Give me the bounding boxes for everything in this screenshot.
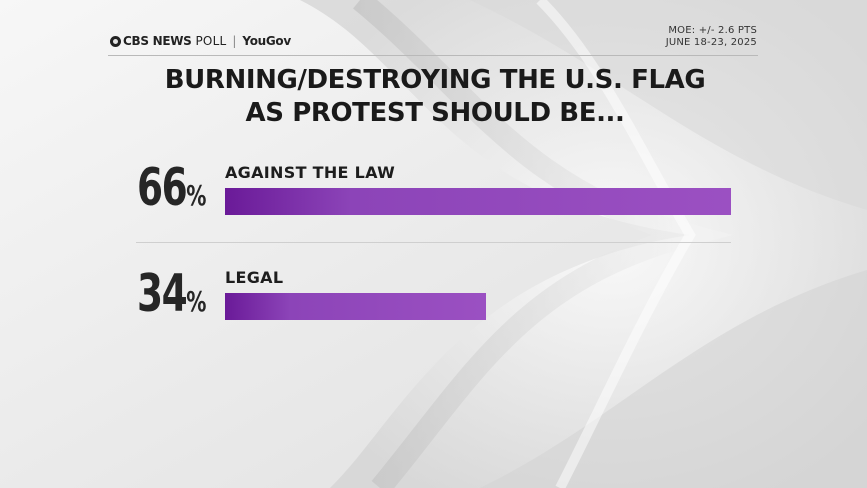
- poll-dates: JUNE 18-23, 2025: [665, 37, 757, 48]
- margin-of-error: MOE: +/- 2.6 PTS: [668, 25, 757, 36]
- chart-title: BURNING/DESTROYING THE U.S. FLAG AS PROT…: [90, 64, 780, 130]
- bar-value-label: 34%: [137, 264, 206, 324]
- brand-network: CBS NEWS: [123, 34, 192, 48]
- bar-category-label: AGAINST THE LAW: [225, 163, 396, 182]
- bar-value-label: 66%: [137, 158, 206, 218]
- brand-partner: YouGov: [242, 34, 291, 48]
- brand-poll: POLL: [195, 34, 227, 48]
- bar-value-unit: %: [186, 179, 207, 212]
- bar: [225, 188, 731, 215]
- cbs-eye-icon: [110, 35, 121, 47]
- bar-category-label: LEGAL: [225, 268, 284, 287]
- bar-value-number: 66: [137, 158, 188, 218]
- brand-logo: CBS NEWS POLL | YouGov: [110, 34, 291, 48]
- poll-meta: MOE: +/- 2.6 PTS JUNE 18-23, 2025: [666, 25, 757, 49]
- header-rule: [108, 55, 758, 56]
- row-divider: [136, 242, 731, 243]
- bar-value-number: 34: [137, 264, 188, 324]
- chart-title-line-1: BURNING/DESTROYING THE U.S. FLAG: [164, 65, 706, 95]
- chart-title-line-2: AS PROTEST SHOULD BE...: [245, 98, 625, 128]
- bar: [225, 293, 486, 320]
- brand-separator: |: [232, 34, 237, 48]
- bar-value-unit: %: [186, 285, 207, 318]
